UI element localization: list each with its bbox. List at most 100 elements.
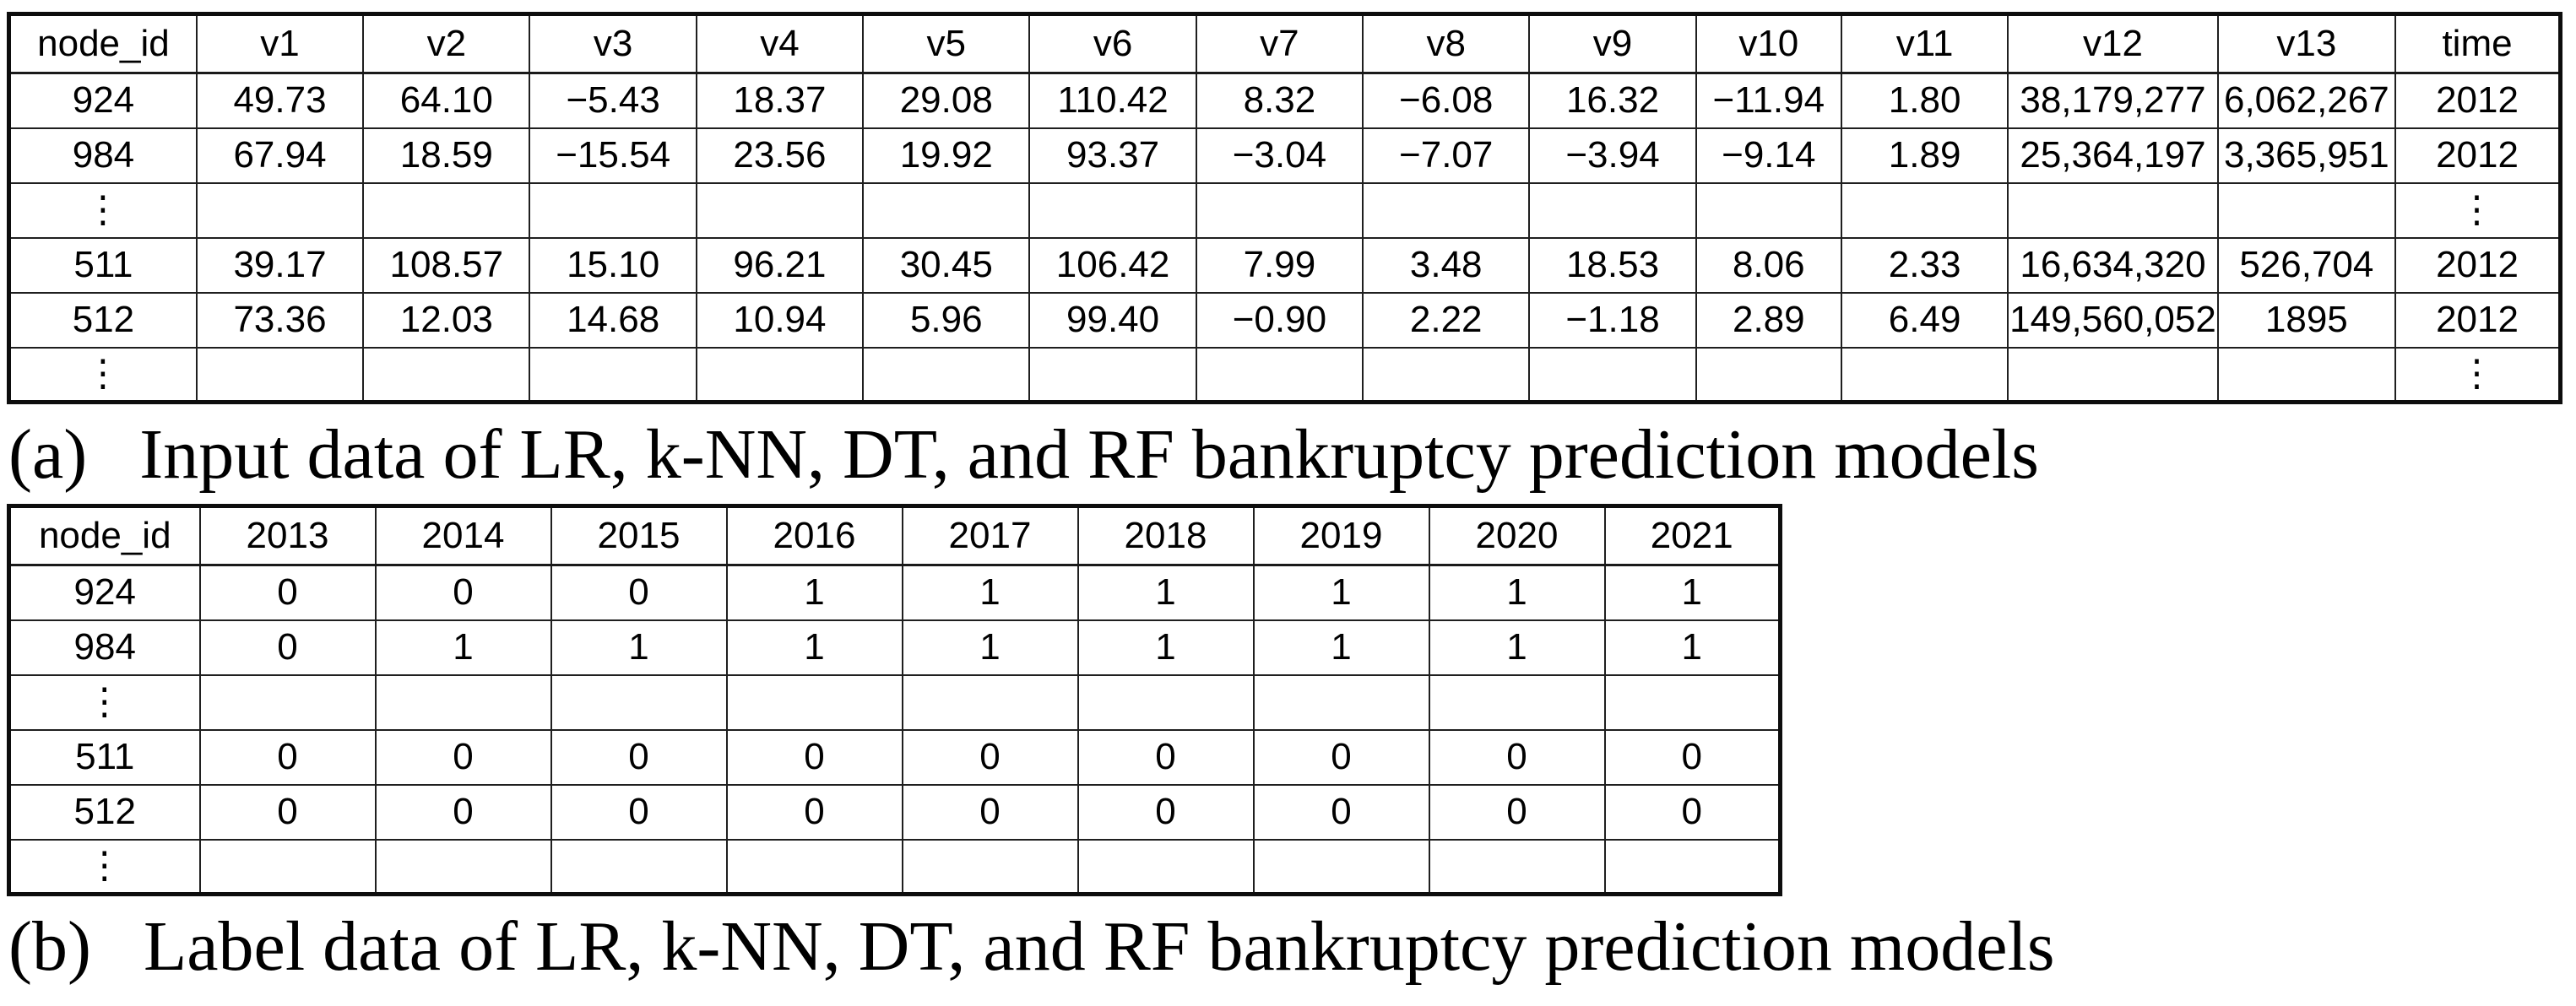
table-cell: 2012 — [2394, 236, 2562, 294]
column-header: v4 — [695, 13, 865, 74]
table-cell: 0 — [1603, 728, 1782, 786]
table-cell: 0 — [374, 783, 552, 841]
table-cell: 15.10 — [529, 236, 697, 294]
table-row: 924 49.73 64.10 −5.43 18.37 29.08 110.42 8.32 −6… — [8, 72, 2562, 129]
table-cell: 5.96 — [862, 291, 1031, 349]
table-cell — [862, 181, 1031, 239]
table-cell — [1076, 838, 1255, 895]
table-cell — [198, 673, 377, 731]
table-cell: 1 — [1603, 619, 1782, 676]
table-cell: 984 — [8, 127, 198, 184]
table-cell: −15.54 — [529, 127, 697, 184]
table-cell: 1 — [550, 619, 728, 676]
table-cell: 3.48 — [1362, 236, 1531, 294]
table-cell: 0 — [901, 783, 1079, 841]
table-cell: 108.57 — [362, 236, 531, 294]
table-cell: 18.53 — [1528, 236, 1697, 294]
table-cell — [195, 346, 365, 403]
table-cell: 1 — [901, 564, 1079, 621]
table-cell: 0 — [725, 728, 903, 786]
table-cell — [2007, 346, 2219, 403]
table-cell: 2012 — [2394, 72, 2562, 129]
table-cell — [374, 838, 552, 895]
table-cell — [695, 181, 865, 239]
column-header: node_id — [8, 13, 198, 74]
table-cell — [1428, 838, 1606, 895]
table-cell — [725, 673, 903, 731]
header-row: node_id v1 v2 v3 v4 v5 v6 v7 v8 v9 v10 v11 v12 v13 tim… — [8, 13, 2562, 74]
table-cell: 1 — [1076, 564, 1255, 621]
column-header: 2016 — [725, 505, 903, 566]
table-cell: 0 — [550, 783, 728, 841]
caption-a-label: (a) — [8, 415, 88, 494]
table-cell: 526,704 — [2216, 236, 2397, 294]
table-cell: 1 — [1428, 564, 1606, 621]
table-cell: 93.37 — [1028, 127, 1197, 184]
ellipsis-cell: ⋮ — [2394, 346, 2562, 403]
table-cell: 0 — [198, 783, 377, 841]
table-cell: 18.37 — [695, 72, 865, 129]
table-cell: 0 — [725, 783, 903, 841]
table-cell: 0 — [198, 728, 377, 786]
table-cell: 96.21 — [695, 236, 865, 294]
table-cell: 8.32 — [1195, 72, 1364, 129]
figure-container: node_id v1 v2 v3 v4 v5 v6 v7 v8 v9 v10 v11 v12 v13 tim… — [7, 12, 2562, 986]
table-cell — [374, 673, 552, 731]
table-cell — [2216, 181, 2397, 239]
table-cell: 1.80 — [1840, 72, 2009, 129]
table-cell — [725, 838, 903, 895]
table-cell — [1362, 346, 1531, 403]
table-cell: −7.07 — [1362, 127, 1531, 184]
table-cell: 2012 — [2394, 127, 2562, 184]
table-cell: 0 — [1428, 783, 1606, 841]
ellipsis-cell: ⋮ — [8, 838, 201, 895]
column-header: v5 — [862, 13, 1031, 74]
table-cell: 0 — [374, 728, 552, 786]
table-cell: 0 — [374, 564, 552, 621]
ellipsis-cell: ⋮ — [2394, 181, 2562, 239]
table-cell: 16,634,320 — [2007, 236, 2219, 294]
column-header: v12 — [2007, 13, 2219, 74]
column-header: v2 — [362, 13, 531, 74]
column-header: 2017 — [901, 505, 1079, 566]
table-cell: 7.99 — [1195, 236, 1364, 294]
table-cell — [1528, 181, 1697, 239]
table-cell: 1 — [901, 619, 1079, 676]
table-cell — [1028, 346, 1197, 403]
table-cell: 0 — [901, 728, 1079, 786]
table-cell: −6.08 — [1362, 72, 1531, 129]
table-cell — [529, 181, 697, 239]
column-header: v13 — [2216, 13, 2397, 74]
column-header: v9 — [1528, 13, 1697, 74]
table-cell: 1 — [1076, 619, 1255, 676]
table-cell: 1 — [725, 564, 903, 621]
caption-b-text: Label data of LR, k-NN, DT, and RF bankr… — [143, 907, 2055, 986]
table-cell: 511 — [8, 236, 198, 294]
table-row: 984 67.94 18.59 −15.54 23.56 19.92 93.37 −3.04−… — [8, 127, 2562, 184]
table-cell: −3.04 — [1195, 127, 1364, 184]
column-header: 2018 — [1076, 505, 1255, 566]
table-cell: 0 — [550, 728, 728, 786]
ellipsis-cell: ⋮ — [8, 673, 201, 731]
table-cell — [2216, 346, 2397, 403]
table-cell — [1840, 181, 2009, 239]
table-cell — [1695, 346, 1842, 403]
table-cell: −9.14 — [1695, 127, 1842, 184]
column-header: v7 — [1195, 13, 1364, 74]
table-cell: 2012 — [2394, 291, 2562, 349]
table-cell — [695, 346, 865, 403]
table-cell: 8.06 — [1695, 236, 1842, 294]
table-cell: 1 — [1252, 564, 1430, 621]
caption-a-text: Input data of LR, k-NN, DT, and RF bankr… — [139, 415, 2039, 494]
table-cell — [2007, 181, 2219, 239]
table-row: 511 39.17 108.57 15.10 96.21 30.45 106.42 7.99 3… — [8, 236, 2562, 294]
table-cell: 984 — [8, 619, 201, 676]
table-cell: 1895 — [2216, 291, 2397, 349]
table-row: 924 0 0 0 1 1 1 1 1 1 — [8, 564, 1782, 621]
table-cell: 18.59 — [362, 127, 531, 184]
table-cell — [901, 838, 1079, 895]
table-cell: 12.03 — [362, 291, 531, 349]
column-header: time — [2394, 13, 2562, 74]
table-cell: 29.08 — [862, 72, 1031, 129]
table-cell: 110.42 — [1028, 72, 1197, 129]
